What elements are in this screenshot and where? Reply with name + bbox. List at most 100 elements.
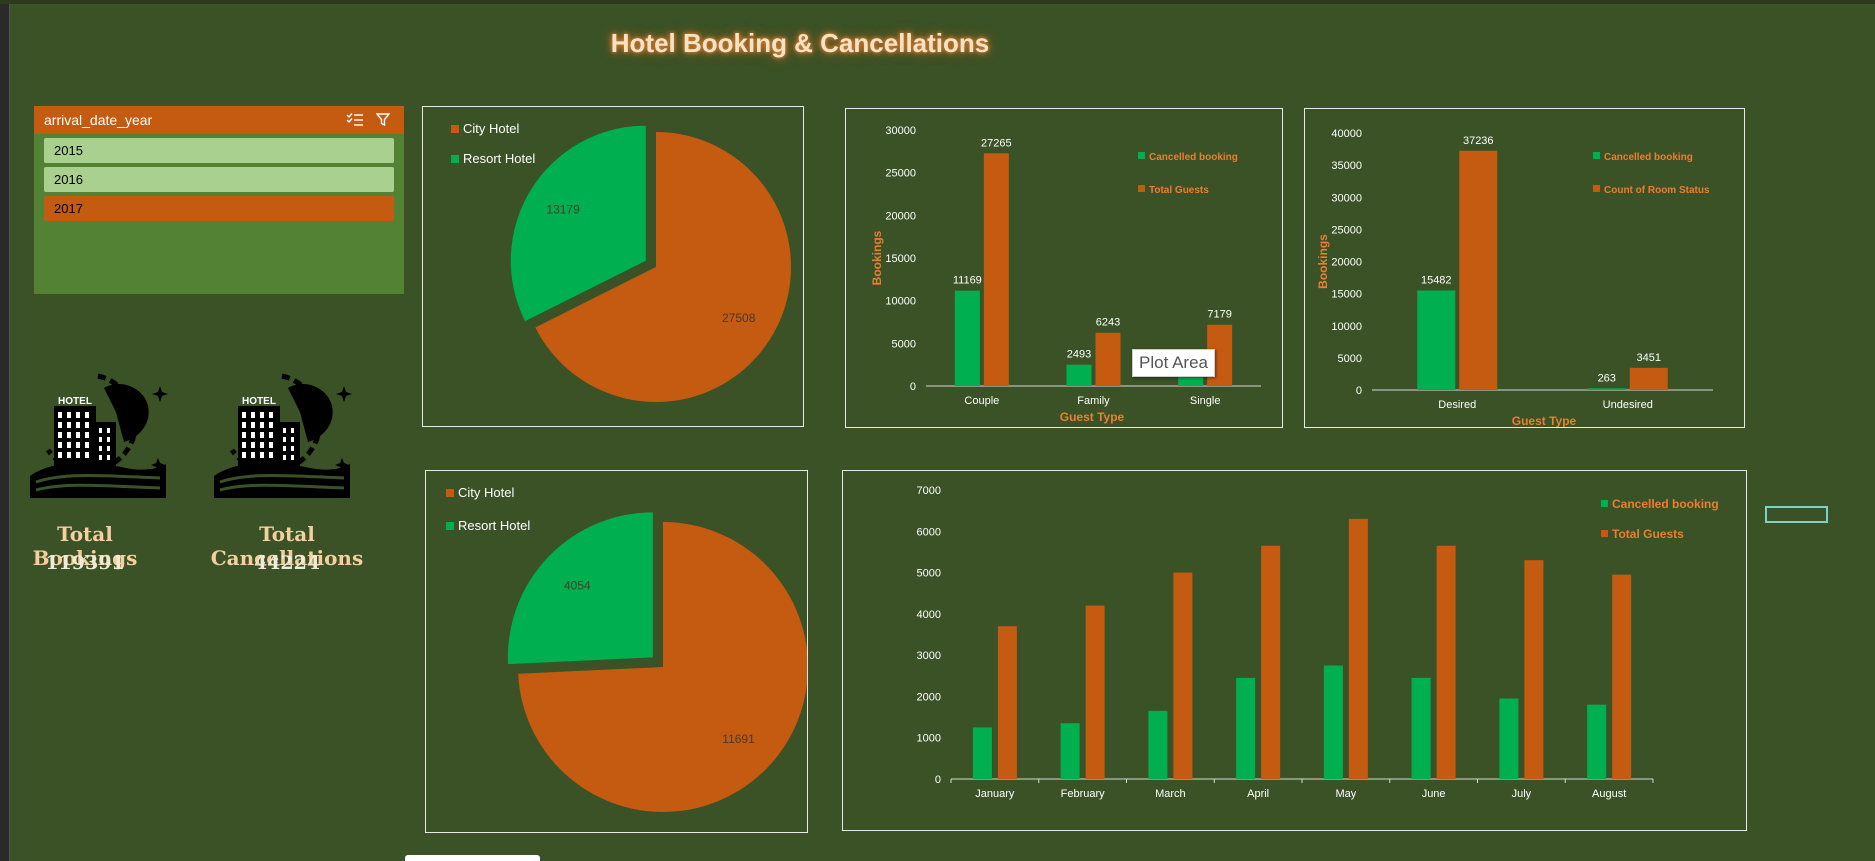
hotel-window bbox=[291, 446, 294, 451]
hotel-window bbox=[58, 452, 62, 458]
monthly-bar-chart: 0 1000 2000 3000 4000 5000 6000 7000 January Febr… bbox=[917, 485, 1719, 800]
legend-swatch bbox=[1138, 152, 1145, 159]
y-tick-label: 7000 bbox=[917, 485, 941, 497]
hotel-window bbox=[283, 437, 286, 442]
bar-cancelled bbox=[1499, 698, 1519, 779]
bar-data-label: 27265 bbox=[981, 137, 1012, 149]
hotel-window bbox=[269, 432, 273, 438]
bar-total bbox=[1612, 574, 1632, 779]
hotel-window bbox=[283, 428, 286, 433]
total-bookings-label: Total Bookings bbox=[32, 522, 138, 570]
slicer-header: arrival_date_year bbox=[34, 106, 404, 134]
filter-icon[interactable] bbox=[372, 110, 394, 130]
hotel-window bbox=[251, 452, 255, 458]
hotel-window bbox=[269, 412, 273, 418]
room-status-chart-panel[interactable]: 0 5000 10000 15000 20000 25000 30000 35000 40000… bbox=[1304, 108, 1745, 428]
hotel-window bbox=[67, 422, 71, 428]
y-tick-label: 0 bbox=[1356, 385, 1362, 397]
bar-cancelled bbox=[1417, 290, 1456, 390]
bar-data-label: 37236 bbox=[1463, 135, 1494, 147]
pie-data-label: 13179 bbox=[546, 203, 580, 217]
pie-data-label: 11691 bbox=[722, 732, 755, 746]
hotel-pie-chart: City Hotel Resort Hotel 27508 13179 bbox=[451, 121, 791, 402]
bar-data-label: 11169 bbox=[953, 275, 982, 287]
hotel-icon-wave bbox=[219, 483, 345, 492]
pie-chart-panel-2[interactable]: City Hotel Resort Hotel 11691 4054 bbox=[425, 470, 809, 833]
x-tick-label: August bbox=[1592, 788, 1626, 800]
multi-select-icon[interactable] bbox=[344, 110, 366, 130]
y-tick-label: 25000 bbox=[1331, 224, 1362, 236]
monthly-chart-panel[interactable]: 0 1000 2000 3000 4000 5000 6000 7000 January Febr… bbox=[842, 470, 1747, 831]
slicer-item-2016[interactable]: 2016 bbox=[44, 167, 394, 192]
y-tick-label: 15000 bbox=[1331, 289, 1362, 301]
y-tick-label: 30000 bbox=[885, 125, 916, 137]
y-tick-label: 10000 bbox=[885, 296, 916, 308]
bar-data-label: 15482 bbox=[1421, 275, 1452, 287]
guest-type-chart-panel[interactable]: 0 5000 10000 15000 20000 25000 30000 Couple 1116… bbox=[845, 108, 1283, 428]
hotel-window bbox=[260, 422, 264, 428]
pie-slice bbox=[507, 512, 653, 665]
legend-swatch bbox=[1138, 185, 1145, 192]
bar-total bbox=[1261, 545, 1281, 779]
bar-cancelled bbox=[1323, 665, 1343, 779]
hotel-window bbox=[269, 452, 273, 458]
x-tick-label: Family bbox=[1077, 395, 1110, 407]
hotel-window bbox=[107, 428, 110, 433]
hotel-window bbox=[85, 422, 89, 428]
hotel-window bbox=[58, 442, 62, 448]
hotel-window bbox=[269, 442, 273, 448]
pie-slice bbox=[535, 132, 791, 402]
bar-cancelled bbox=[1148, 710, 1168, 779]
x-tick-label: Couple bbox=[964, 395, 999, 407]
legend-swatch bbox=[446, 489, 454, 497]
hotel-window bbox=[76, 442, 80, 448]
hotel-window bbox=[251, 442, 255, 448]
bar-cancelled bbox=[1066, 364, 1092, 386]
hotel-icon-sign: HOTEL bbox=[242, 396, 276, 407]
bar-total bbox=[1524, 560, 1544, 779]
hotel-icon-globe bbox=[288, 384, 333, 442]
x-tick-label: March bbox=[1155, 788, 1186, 800]
hotel-window bbox=[269, 422, 273, 428]
hotel-window bbox=[99, 455, 102, 460]
slicer-item-2015[interactable]: 2015 bbox=[44, 138, 394, 163]
bar-data-label: 263 bbox=[1598, 372, 1616, 384]
sheet-top-edge bbox=[0, 0, 1875, 4]
hotel-window bbox=[58, 412, 62, 418]
hotel-icon-globe bbox=[104, 384, 149, 442]
hotel-window bbox=[76, 412, 80, 418]
hotel-icon: HOTEL bbox=[30, 373, 168, 498]
bar-total bbox=[1173, 572, 1193, 779]
y-tick-label: 5000 bbox=[892, 338, 916, 350]
bar-data-label: 6243 bbox=[1096, 317, 1120, 329]
plot-area-tooltip: Plot Area bbox=[1132, 349, 1215, 377]
hotel-pie-chart-2: City Hotel Resort Hotel 11691 4054 bbox=[446, 485, 809, 812]
slicer-item-2017[interactable]: 2017 bbox=[44, 196, 394, 221]
y-axis-title: Bookings bbox=[870, 230, 884, 285]
bar-total bbox=[1095, 332, 1121, 386]
dashboard-title: Hotel Booking & Cancellations bbox=[610, 28, 990, 58]
pie-chart-panel-1[interactable]: City Hotel Resort Hotel 27508 13179 bbox=[422, 106, 804, 427]
hotel-window bbox=[251, 422, 255, 428]
x-tick-label: Single bbox=[1190, 395, 1221, 407]
hotel-window bbox=[283, 455, 286, 460]
hotel-icon-wave bbox=[35, 474, 161, 484]
legend-label: City Hotel bbox=[463, 121, 519, 136]
y-tick-label: 5000 bbox=[917, 568, 941, 580]
room-status-bar-chart: 0 5000 10000 15000 20000 25000 30000 35000 40000… bbox=[1316, 128, 1713, 428]
x-axis-title: Guest Type bbox=[1060, 410, 1125, 424]
y-tick-label: 40000 bbox=[1331, 128, 1362, 140]
hotel-icon-ground bbox=[214, 462, 350, 498]
bar-cancelled bbox=[954, 290, 980, 386]
y-tick-label: 20000 bbox=[1331, 257, 1362, 269]
sheet-tab-indicator[interactable] bbox=[405, 855, 540, 861]
x-tick-label: July bbox=[1512, 788, 1532, 800]
hotel-window bbox=[99, 446, 102, 451]
hotel-window bbox=[99, 428, 102, 433]
selected-cell[interactable] bbox=[1765, 506, 1828, 523]
year-slicer[interactable]: arrival_date_year 2015 2016 2017 bbox=[34, 106, 404, 294]
hotel-icon-sign: HOTEL bbox=[58, 396, 92, 407]
hotel-icon-sparkle bbox=[335, 458, 349, 472]
hotel-icon: HOTEL bbox=[214, 373, 352, 498]
hotel-window bbox=[99, 437, 102, 442]
